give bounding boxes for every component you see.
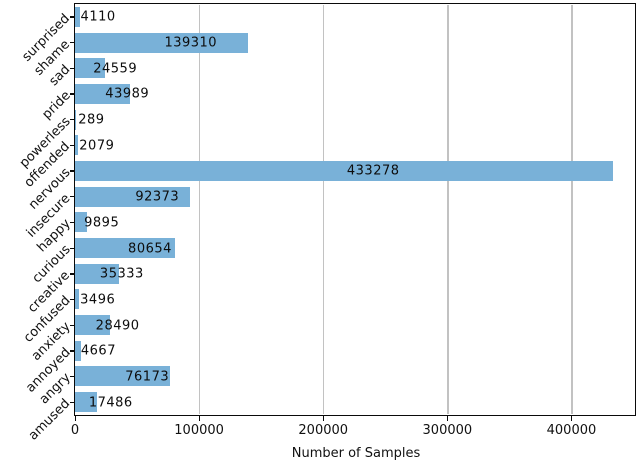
y-axis-tick: [69, 67, 75, 70]
bar-value-label: 9895: [84, 215, 120, 231]
bar: [75, 289, 80, 310]
y-axis-tick: [69, 273, 75, 275]
x-axis-tick: [74, 416, 76, 421]
bar-value-label: 139310: [164, 35, 218, 51]
bar: [75, 32, 248, 53]
bar-value-label: 2079: [79, 138, 115, 154]
bar: [75, 109, 76, 130]
gridline: [447, 5, 449, 414]
bar: [75, 392, 97, 413]
y-axis-tick: [69, 298, 75, 301]
bar: [75, 366, 170, 387]
gridline: [571, 5, 573, 414]
bar: [75, 315, 111, 336]
bar-value-label: 17486: [88, 395, 133, 411]
bar-value-label: 35333: [99, 266, 144, 282]
y-axis-tick: [69, 93, 75, 95]
bar: [75, 238, 176, 259]
bar-value-label: 3496: [80, 292, 116, 308]
bar: [75, 160, 613, 181]
bar-value-label: 4110: [80, 9, 116, 25]
bar: [75, 263, 119, 284]
bar: [75, 186, 190, 207]
bar-value-label: 92373: [135, 189, 180, 205]
y-axis-tick: [69, 170, 75, 172]
bar: [75, 135, 78, 156]
x-axis-title: Number of Samples: [291, 446, 421, 461]
bar-value-label: 24559: [93, 61, 138, 77]
y-axis-tick: [69, 16, 75, 18]
bar-value-label: 28490: [95, 318, 140, 334]
y-axis-tick: [69, 221, 75, 224]
y-axis-tick: [69, 324, 75, 326]
bar-value-label: 433278: [346, 163, 400, 179]
y-axis-tick: [69, 247, 75, 249]
bar: [75, 6, 81, 27]
y-axis-tick: [69, 196, 75, 198]
bar-value-label: 76173: [125, 369, 170, 385]
y-axis-tick: [69, 119, 75, 121]
bar-value-label: 4667: [80, 343, 116, 359]
x-tick-label: 100000: [174, 423, 224, 438]
bar: [75, 83, 130, 104]
x-axis-tick: [446, 416, 449, 421]
gridline: [323, 5, 325, 414]
bar-value-label: 289: [78, 112, 105, 128]
x-axis-tick: [198, 416, 200, 421]
y-axis-tick: [69, 42, 75, 44]
x-axis-tick: [322, 416, 325, 421]
bar: [75, 212, 88, 233]
x-axis-tick: [570, 416, 573, 421]
x-tick-label: 200000: [298, 423, 349, 438]
y-axis-category-label: pride: [39, 88, 74, 123]
x-tick-label: 0: [70, 423, 80, 438]
bar: [75, 340, 81, 361]
bar-value-label: 43989: [105, 86, 150, 102]
bar: [75, 58, 106, 79]
plot-area: [74, 3, 636, 416]
gridline: [199, 5, 201, 414]
y-axis-tick: [69, 144, 75, 147]
x-tick-label: 400000: [546, 423, 597, 438]
bar-value-label: 80654: [128, 241, 172, 257]
y-axis-tick: [69, 375, 75, 378]
y-axis-tick: [69, 350, 75, 352]
x-tick-label: 300000: [422, 423, 473, 438]
y-axis-tick: [69, 401, 75, 403]
